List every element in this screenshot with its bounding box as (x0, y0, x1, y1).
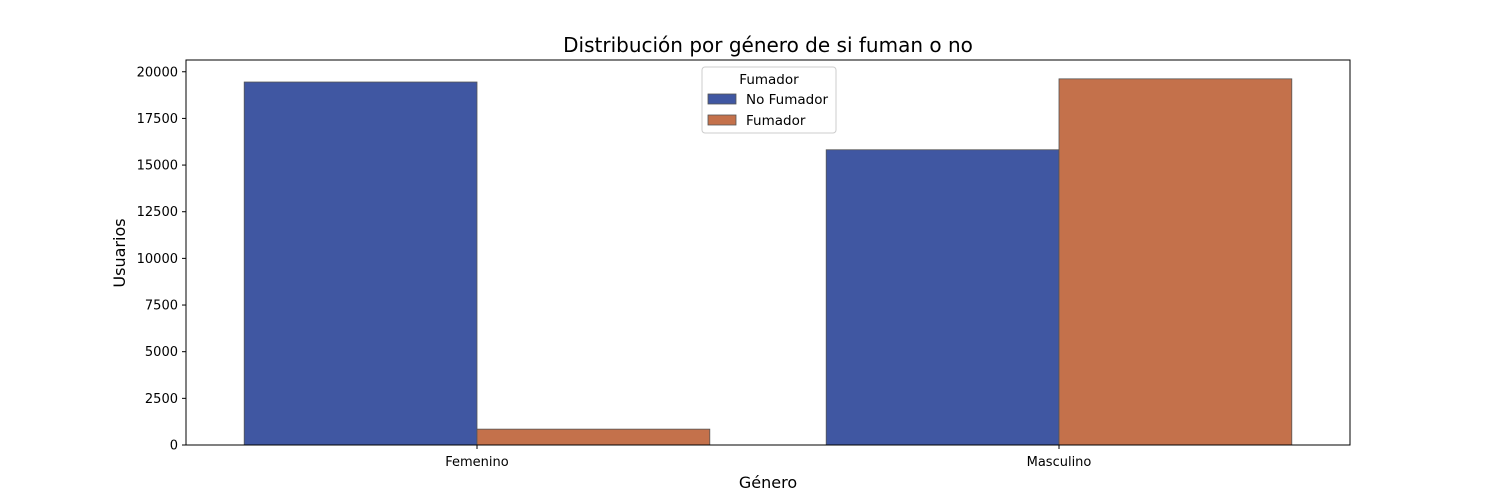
bars-group (243, 78, 1293, 446)
legend-entry-label: Fumador (746, 113, 806, 129)
bar-no-fumador-femenino (243, 81, 478, 446)
y-tick-label: 2500 (145, 392, 178, 407)
y-tick-label: 0 (170, 439, 178, 454)
legend-entries: No Fumador Fumador (707, 92, 828, 129)
legend-entry-label: No Fumador (746, 92, 828, 108)
bar-no-fumador-masculino (825, 149, 1060, 446)
y-axis-label: Usuarios (110, 218, 129, 287)
y-tick-label: 10000 (137, 252, 178, 267)
legend: Fumador No Fumador Fumador (701, 66, 837, 134)
y-tick-label: 15000 (137, 159, 178, 174)
y-axis: 0 2500 5000 7500 10000 12500 15000 17500 20000 (137, 65, 186, 454)
bar-fumador-femenino (476, 428, 711, 446)
legend-swatch (707, 114, 737, 126)
x-axis-label: Género (739, 473, 797, 492)
legend-title: Fumador (739, 72, 799, 88)
legend-swatch (707, 93, 737, 105)
x-axis: Femenino Masculino (445, 445, 1091, 470)
x-tick-label: Masculino (1027, 455, 1092, 470)
y-tick-label: 5000 (145, 345, 178, 360)
bar-fumador-masculino (1058, 78, 1293, 446)
y-tick-label: 20000 (137, 65, 178, 80)
y-tick-label: 12500 (137, 205, 178, 220)
x-tick-label: Femenino (445, 455, 509, 470)
plot-frame (185, 59, 1351, 446)
y-tick-label: 7500 (145, 299, 178, 314)
y-tick-label: 17500 (137, 112, 178, 127)
chart-title: Distribución por género de si fuman o no (563, 33, 973, 57)
